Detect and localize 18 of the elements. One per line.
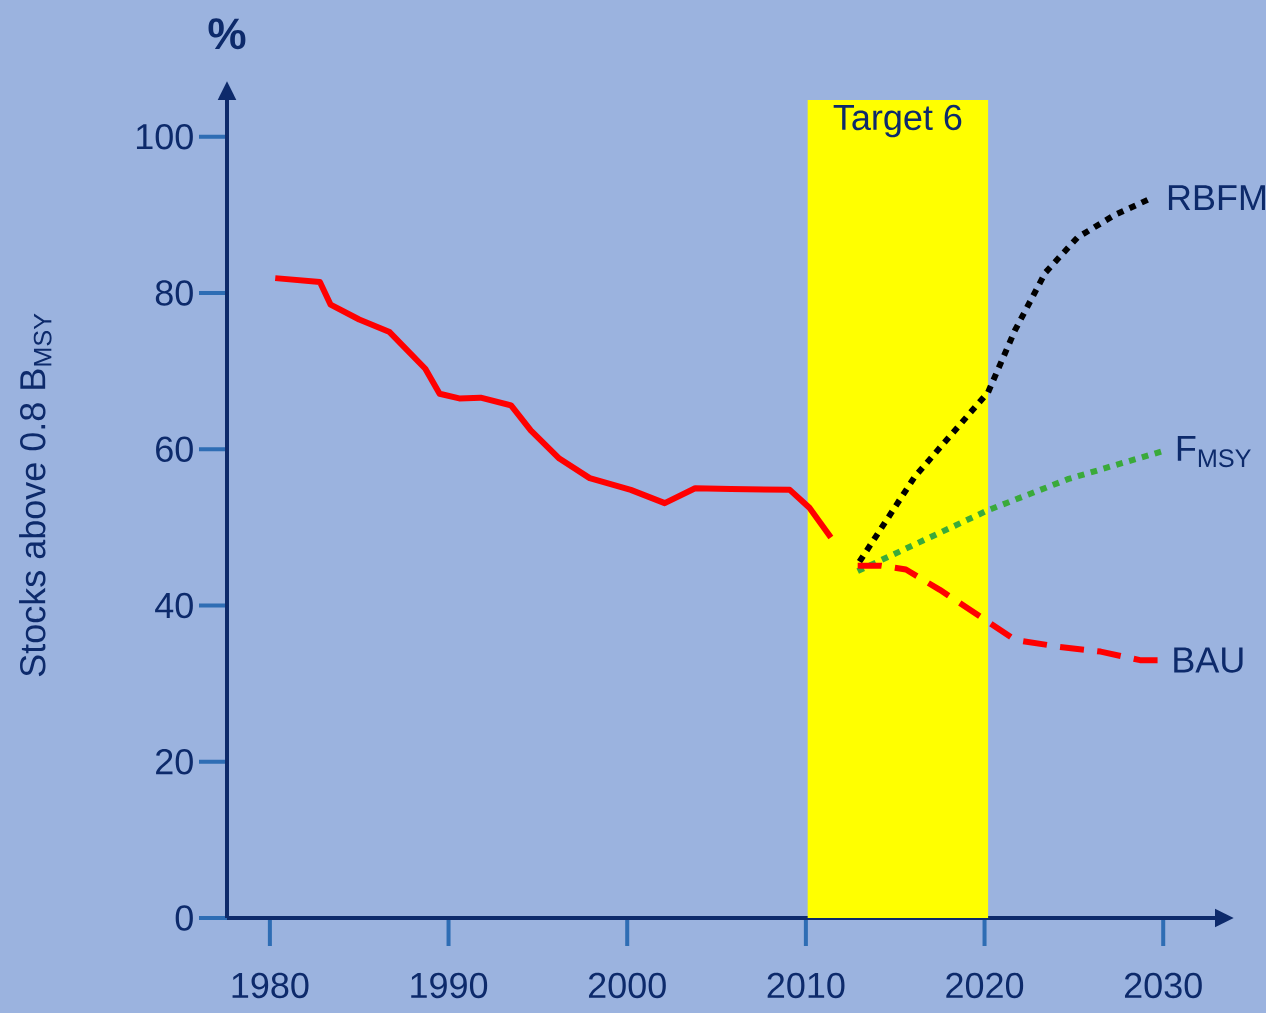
series-label: BAU — [1174, 647, 1243, 673]
y-tick-label: 20 — [156, 749, 193, 775]
x-tick-label: 2010 — [767, 972, 845, 999]
band-label: Target 6 — [833, 104, 962, 138]
x-tick-label: 1980 — [232, 972, 309, 999]
y-tick-label: 100 — [136, 123, 193, 150]
series-label: F$_{MSY}$ — [1177, 435, 1251, 468]
x-tick-label: 2020 — [946, 972, 1024, 999]
x-tick-label: 1990 — [411, 972, 488, 999]
y-axis-title: Stocks above 0.8 B$_{MSY}$ — [19, 313, 52, 677]
chart-title: % — [208, 18, 246, 50]
x-tick-label: 2000 — [588, 972, 666, 999]
y-tick-label: 80 — [155, 280, 193, 306]
y-tick-label: 0 — [175, 905, 193, 931]
series-label: RBFM — [1168, 185, 1265, 211]
y-tick-label: 40 — [155, 592, 193, 619]
y-tick-label: 60 — [156, 436, 193, 462]
x-tick-label: 2030 — [1124, 972, 1202, 999]
